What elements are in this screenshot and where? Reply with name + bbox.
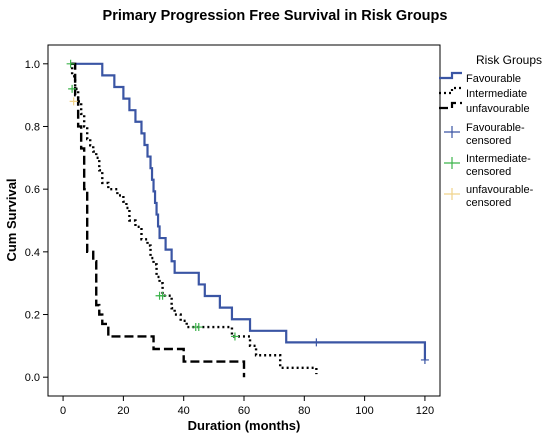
legend-label: Favourable xyxy=(466,73,521,85)
legend-label: Favourable- xyxy=(466,122,525,134)
x-tick-label: 60 xyxy=(238,405,250,417)
legend-label: Intermediate- xyxy=(466,153,531,165)
legend-label-cont: censored xyxy=(466,166,511,178)
series-line-favourable xyxy=(70,62,427,360)
y-tick-label: 0.8 xyxy=(25,121,40,133)
x-tick-label: 20 xyxy=(117,405,129,417)
legend-title: Risk Groups xyxy=(476,53,542,67)
y-tick-label: 0.0 xyxy=(25,372,40,384)
legend-swatch-cross xyxy=(444,188,460,200)
survival-curves xyxy=(70,62,427,378)
censor-mark xyxy=(69,97,78,106)
x-axis-label: Duration (months) xyxy=(188,418,301,433)
censor-mark xyxy=(420,355,429,364)
legend: Risk Groups Favourable Intermediate unfavo… xyxy=(439,53,542,209)
x-tick-label: 40 xyxy=(178,405,190,417)
legend-label-cont: censored xyxy=(466,135,511,147)
legend-swatch-cross xyxy=(444,126,460,138)
y-axis: 0.0 0.2 0.4 0.6 0.8 1.0 xyxy=(25,59,48,384)
series-line-unfavourable xyxy=(72,62,246,378)
legend-label: Intermediate xyxy=(466,88,527,100)
series-line-intermediate xyxy=(70,62,318,375)
y-tick-label: 0.6 xyxy=(25,184,40,196)
censor-mark xyxy=(158,291,167,300)
x-tick-label: 120 xyxy=(416,405,434,417)
censor-mark xyxy=(312,338,321,347)
y-tick-label: 0.4 xyxy=(25,247,40,259)
y-axis-label: Cum Survival xyxy=(4,178,19,261)
legend-swatch-line xyxy=(439,86,462,95)
x-axis: 0 20 40 60 80 100 120 xyxy=(60,396,434,417)
x-tick-label: 80 xyxy=(298,405,310,417)
censor-marks xyxy=(66,59,429,364)
legend-swatch-cross xyxy=(444,157,460,169)
legend-swatch-line xyxy=(439,71,462,80)
censor-mark xyxy=(194,323,203,332)
legend-swatch-line xyxy=(439,101,462,110)
legend-label-cont: censored xyxy=(466,197,511,209)
legend-label: unfavourable xyxy=(466,103,530,115)
censor-mark xyxy=(68,84,77,93)
censor-mark xyxy=(66,59,75,68)
censor-mark xyxy=(230,332,239,341)
y-tick-label: 0.2 xyxy=(25,310,40,322)
x-tick-label: 100 xyxy=(355,405,373,417)
x-tick-label: 0 xyxy=(60,405,66,417)
y-tick-label: 1.0 xyxy=(25,59,40,71)
legend-label: unfavourable- xyxy=(466,184,534,196)
chart-title: Primary Progression Free Survival in Ris… xyxy=(102,8,448,24)
